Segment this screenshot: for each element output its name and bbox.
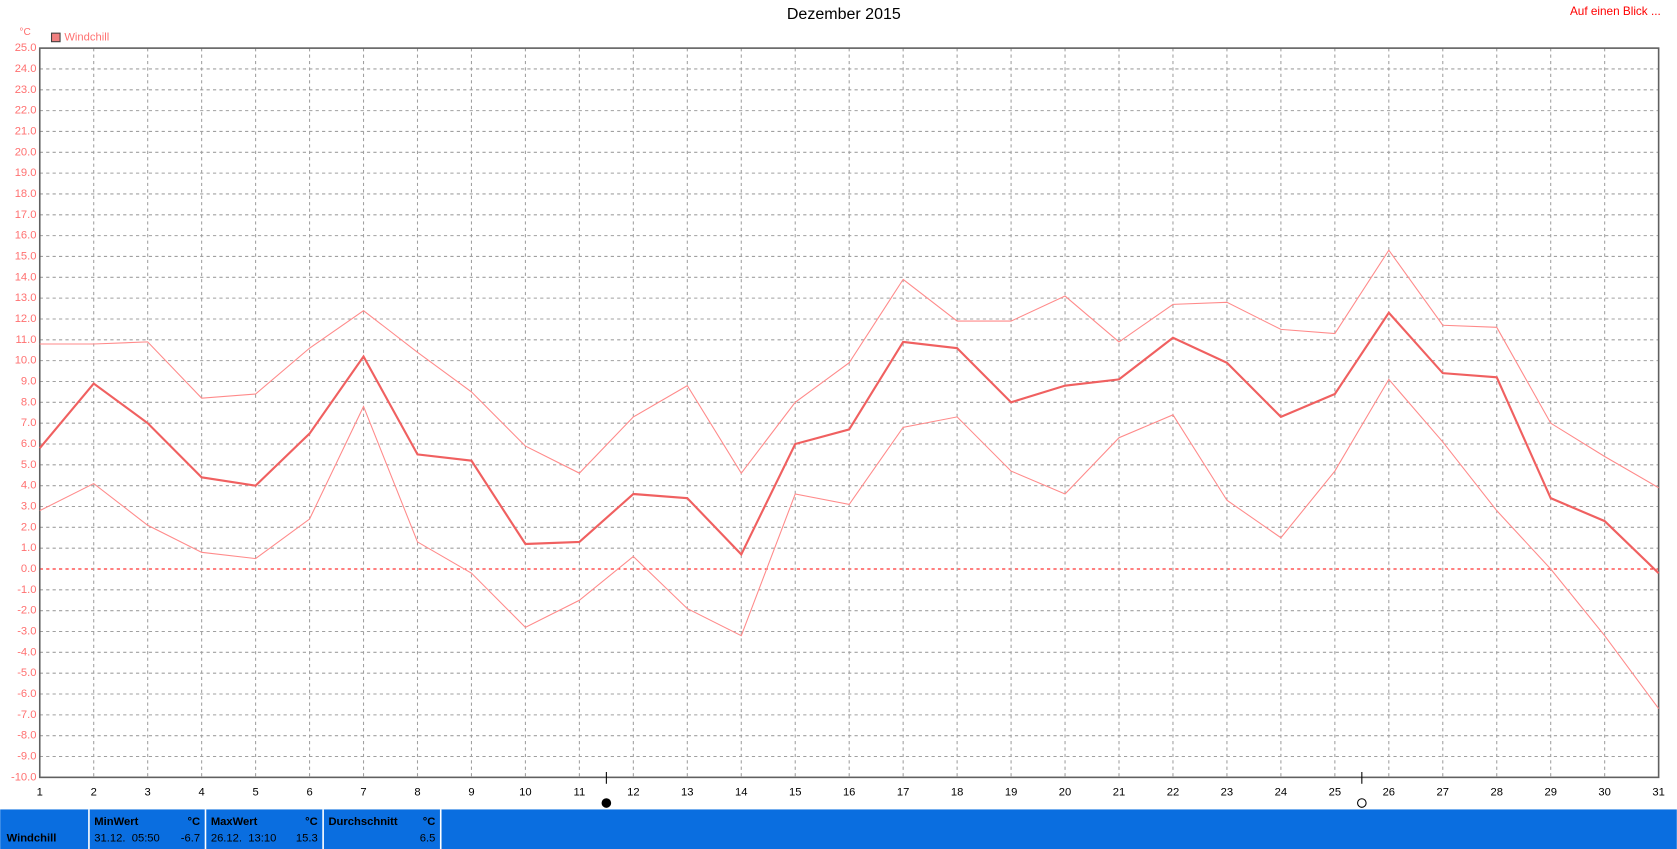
y-tick-label: -9.0 [17,750,36,762]
y-tick-label: -3.0 [17,625,36,637]
moon-icon [1357,798,1367,808]
overview-link[interactable]: Auf einen Blick ... [1570,5,1661,18]
y-tick-label: 24.0 [15,63,37,75]
y-tick-label: 25.0 [15,42,37,54]
y-tick-label: 5.0 [21,459,37,471]
x-tick-label: 29 [1544,786,1556,798]
x-tick-label: 17 [897,786,909,798]
stats-value: -6.7 [181,832,200,844]
x-tick-label: 12 [627,786,639,798]
stats-time: 31.12. 05:50 [94,832,160,844]
y-tick-label: 1.0 [21,542,37,554]
y-tick-label: -4.0 [17,646,36,658]
x-tick-label: 21 [1113,786,1125,798]
x-tick-label: 31 [1652,786,1664,798]
x-tick-label: 19 [1005,786,1017,798]
y-tick-label: -2.0 [17,605,36,617]
y-tick-label: 8.0 [21,396,37,408]
y-tick-label: -7.0 [17,709,36,721]
legend-swatch [50,32,61,43]
x-tick-label: 10 [519,786,531,798]
stats-unit: °C [188,816,201,828]
stats-header: MinWert [94,816,138,828]
y-tick-label: 22.0 [15,105,37,117]
series-line [38,310,1660,574]
x-tick-label: 22 [1167,786,1179,798]
x-tick-label: 9 [468,786,474,798]
legend-label: Windchill [64,31,109,43]
x-tick-label: 27 [1437,786,1449,798]
plot-border [38,47,1660,779]
x-tick-label: 1 [37,786,43,798]
y-tick-label: 9.0 [21,375,37,387]
y-tick-label: -5.0 [17,667,36,679]
x-tick-label: 15 [789,786,801,798]
stats-bar [0,809,1677,849]
stats-value: 15.3 [296,832,318,844]
x-tick-label: 26 [1383,786,1395,798]
y-tick-label: 2.0 [21,521,37,533]
y-tick-label: 14.0 [15,271,37,283]
x-tick-label: 13 [681,786,693,798]
x-tick-label: 28 [1491,786,1503,798]
y-tick-label: 12.0 [15,313,37,325]
moon-icon [601,798,612,808]
x-tick-label: 8 [414,786,420,798]
y-tick-label: 4.0 [21,480,37,492]
y-tick-label: -1.0 [17,584,36,596]
x-tick-label: 14 [735,786,747,798]
y-tick-label: 18.0 [15,188,37,200]
y-tick-label: 19.0 [15,167,37,179]
y-tick-label: 0.0 [21,563,37,575]
y-tick-label: 6.0 [21,438,37,450]
y-tick-label: -6.0 [17,688,36,700]
y-tick-label: 3.0 [21,500,37,512]
y-tick-label: 10.0 [15,355,37,367]
x-tick-label: 18 [951,786,963,798]
y-tick-label: 15.0 [15,250,37,262]
y-tick-label: 16.0 [15,230,37,242]
x-tick-label: 25 [1329,786,1341,798]
x-tick-label: 6 [306,786,312,798]
y-tick-label: 7.0 [21,417,37,429]
x-tick-label: 4 [199,786,205,798]
x-tick-label: 16 [843,786,855,798]
stats-unit: °C [423,816,436,828]
x-tick-label: 20 [1059,786,1071,798]
x-tick-label: 11 [574,786,586,798]
x-tick-label: 24 [1275,786,1287,798]
y-tick-label: 11.0 [16,334,37,346]
x-tick-label: 3 [145,786,151,798]
stats-value: 6.5 [420,832,436,844]
stats-header: MaxWert [211,816,258,828]
x-tick-label: 2 [91,786,97,798]
y-tick-label: -10.0 [11,771,37,783]
x-tick-label: 23 [1221,786,1233,798]
series-line [39,249,1659,489]
stats-time: 26.12. 13:10 [211,832,277,844]
x-tick-label: 7 [360,786,366,798]
stats-label: Windchill [7,832,57,844]
x-tick-label: 30 [1598,786,1610,798]
y-tick-label: 13.0 [15,292,37,304]
y-tick-label: 23.0 [15,84,37,96]
y-tick-label: 20.0 [15,146,37,158]
y-tick-label: 17.0 [15,209,37,221]
y-tick-label: -8.0 [17,730,36,742]
x-tick-label: 5 [252,786,258,798]
y-tick-label: 21.0 [15,125,37,137]
y-unit: °C [19,27,30,38]
stats-unit: °C [305,816,318,828]
stats-header: Durchschnitt [328,816,397,828]
series-line [39,378,1660,709]
chart-title: Dezember 2015 [787,5,901,23]
